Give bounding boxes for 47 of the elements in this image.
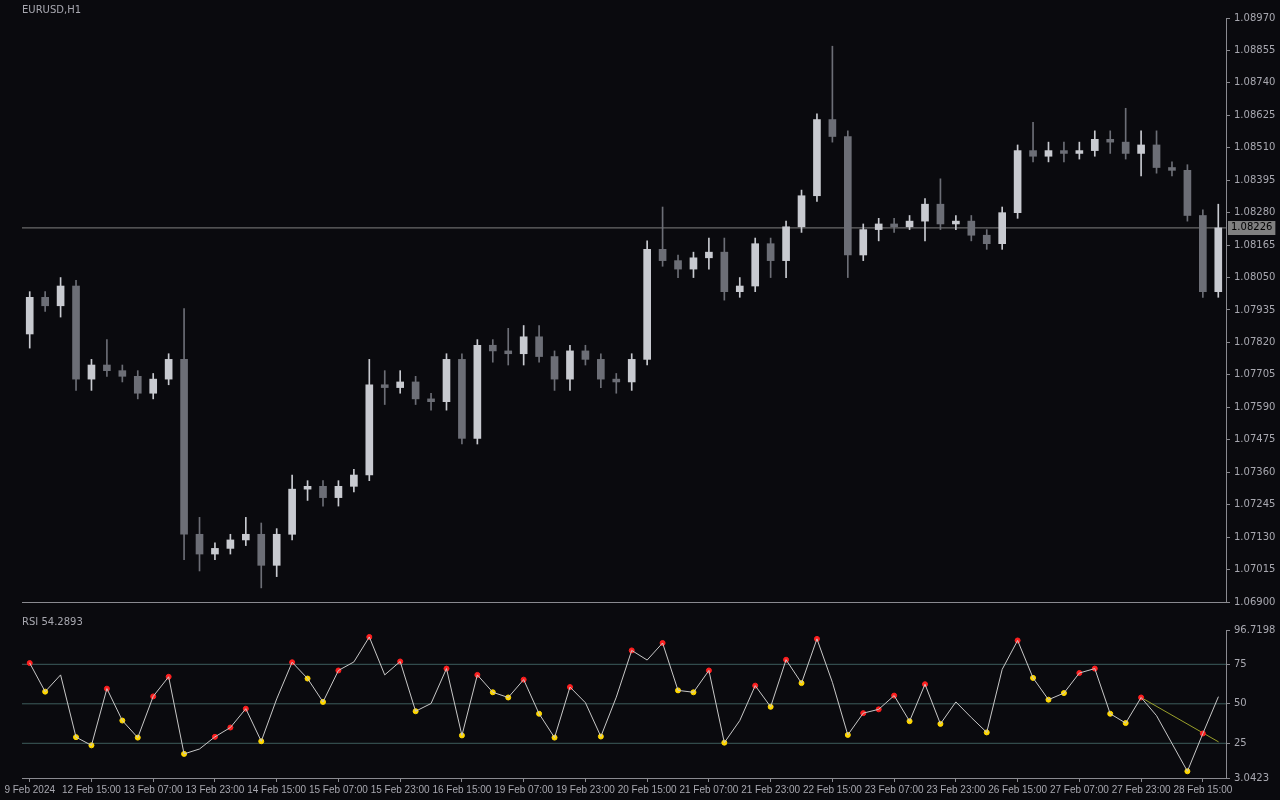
y-tick-label: 1.08165 [1234, 238, 1276, 250]
x-tick-label: 19 Feb 07:00 [494, 783, 554, 795]
y-tick-label: 1.08740 [1234, 76, 1276, 88]
y-tick-label: 1.06900 [1234, 595, 1276, 607]
y-tick-label: 1.08970 [1234, 11, 1276, 23]
y-tick-label: 25 [1234, 736, 1247, 748]
y-tick-label: 1.07935 [1234, 303, 1276, 315]
x-tick-label: 16 Feb 15:00 [432, 783, 492, 795]
y-tick-label: 96.7198 [1234, 623, 1276, 635]
y-tick-label: 1.07245 [1234, 498, 1276, 510]
x-tick-label: 21 Feb 23:00 [741, 783, 801, 795]
y-tick-label: 1.08395 [1234, 173, 1276, 185]
y-tick-label: 1.07820 [1234, 336, 1276, 348]
y-tick-label: 75 [1234, 657, 1247, 669]
x-tick-label: 15 Feb 07:00 [308, 783, 369, 795]
x-tick-label: 26 Feb 15:00 [988, 783, 1048, 795]
chart-title: EURUSD,H1 [22, 3, 82, 15]
x-tick-label: 23 Feb 07:00 [864, 783, 925, 795]
y-tick-label: 1.08625 [1234, 108, 1276, 120]
x-tick-label: 13 Feb 23:00 [185, 783, 245, 795]
y-tick-label: 1.08510 [1234, 141, 1276, 153]
x-tick-label: 20 Feb 15:00 [617, 783, 678, 795]
y-tick-label: 1.07360 [1234, 465, 1276, 477]
chart-title: RSI 54.2893 [22, 615, 83, 627]
y-tick-label: 1.08050 [1234, 271, 1276, 283]
x-tick-label: 23 Feb 23:00 [926, 783, 986, 795]
y-tick-label: 1.07705 [1234, 368, 1276, 380]
x-tick-label: 19 Feb 23:00 [555, 783, 616, 795]
y-tick-label: 1.07590 [1234, 400, 1276, 412]
x-tick-label: 14 Feb 15:00 [247, 783, 307, 795]
y-tick-label: 1.07475 [1234, 433, 1276, 445]
x-tick-label: 27 Feb 23:00 [1111, 783, 1172, 795]
y-tick-label: 50 [1234, 697, 1247, 709]
y-tick-label: 1.08855 [1234, 44, 1276, 56]
ref-line-label: 1.08226 [1231, 221, 1273, 233]
x-tick-label: 28 Feb 15:00 [1173, 783, 1233, 795]
y-tick-label: 1.07130 [1234, 530, 1276, 542]
x-tick-label: 12 Feb 15:00 [61, 783, 122, 795]
y-tick-label: 1.07015 [1234, 563, 1276, 575]
y-tick-label: 1.08280 [1234, 206, 1276, 218]
x-tick-label: 21 Feb 07:00 [679, 783, 739, 795]
x-tick-label: 15 Feb 23:00 [370, 783, 431, 795]
x-tick-label: 13 Feb 07:00 [123, 783, 184, 795]
x-tick-label: 9 Feb 2024 [4, 783, 56, 795]
x-tick-label: 22 Feb 15:00 [802, 783, 863, 795]
x-tick-label: 27 Feb 07:00 [1049, 783, 1110, 795]
y-tick-label: 3.0423 [1234, 771, 1269, 783]
